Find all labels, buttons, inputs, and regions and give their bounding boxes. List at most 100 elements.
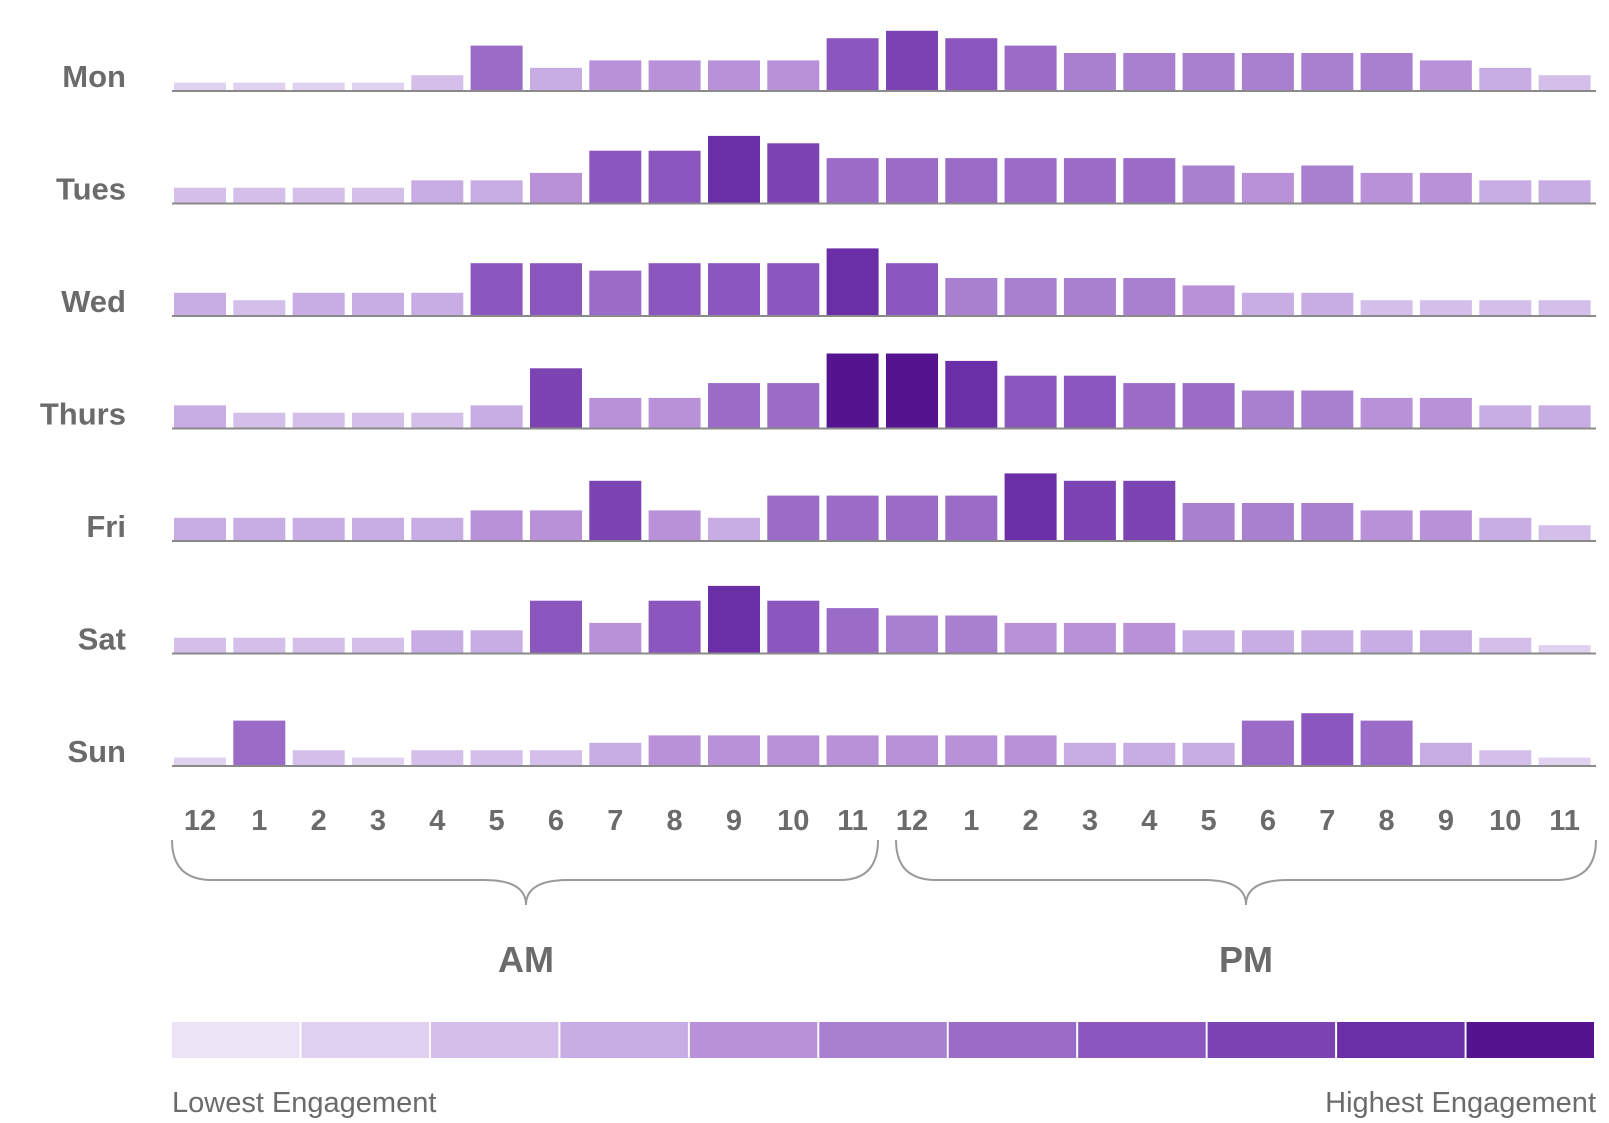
bar-wed-2 (292, 292, 345, 315)
bar-wed-16 (1123, 278, 1176, 315)
bar-wed-23 (1538, 300, 1591, 315)
bar-mon-8 (648, 60, 701, 90)
bar-fri-5 (470, 510, 523, 540)
bar-fri-6 (530, 510, 582, 540)
bar-sat-12 (886, 615, 938, 653)
hour-label-20: 8 (1379, 805, 1395, 837)
hour-label-16: 4 (1141, 805, 1157, 837)
bar-mon-3 (352, 82, 404, 90)
bar-sun-8 (648, 735, 701, 765)
bar-tues-2 (292, 187, 345, 203)
bar-mon-7 (589, 60, 642, 90)
bar-mon-12 (886, 30, 938, 90)
legend-swatch-9 (1337, 1022, 1465, 1058)
bar-sun-4 (411, 750, 464, 765)
bar-sun-5 (470, 750, 523, 765)
bar-tues-18 (1241, 172, 1294, 203)
bar-thurs-19 (1301, 390, 1354, 428)
legend-low-label: Lowest Engagement (172, 1087, 436, 1119)
bar-mon-1 (233, 82, 286, 90)
bar-sun-23 (1538, 757, 1591, 765)
bar-sat-6 (530, 600, 582, 653)
hour-label-23: 11 (1549, 805, 1580, 837)
bar-mon-14 (1004, 45, 1057, 90)
bar-wed-19 (1301, 292, 1354, 315)
bar-sat-0 (174, 637, 226, 653)
hour-axis: 12 1 2 3 4 5 6 7 8 9 10 11 12 1 2 3 4 5 6 7 8 9 10 11 (184, 805, 1580, 837)
bar-sat-13 (945, 615, 998, 653)
bar-sat-8 (648, 600, 701, 653)
bar-thurs-3 (352, 412, 404, 428)
bar-sat-22 (1479, 637, 1532, 653)
bar-tues-7 (589, 150, 642, 203)
bar-wed-18 (1241, 292, 1294, 315)
bar-fri-15 (1063, 480, 1116, 540)
bar-fri-0 (174, 517, 226, 540)
bar-fri-17 (1182, 503, 1235, 540)
bar-thurs-7 (589, 397, 642, 428)
bar-thurs-11 (826, 353, 879, 428)
bar-thurs-0 (174, 405, 226, 428)
bar-thurs-15 (1063, 375, 1116, 428)
bar-tues-3 (352, 187, 404, 203)
hour-label-22: 10 (1489, 805, 1521, 837)
bar-sun-7 (589, 742, 642, 765)
bar-sat-15 (1063, 622, 1116, 653)
hour-label-5: 5 (489, 805, 505, 837)
bar-thurs-18 (1241, 390, 1294, 428)
hour-label-7: 7 (607, 805, 623, 837)
hour-label-15: 3 (1082, 805, 1098, 837)
bar-mon-15 (1063, 53, 1116, 90)
row-thurs: Thurs (40, 353, 1596, 432)
bar-sun-21 (1419, 742, 1472, 765)
bar-sat-17 (1182, 630, 1235, 653)
am-brace-path (171, 839, 879, 906)
bar-thurs-23 (1538, 405, 1591, 428)
row-mon: Mon (62, 30, 1596, 94)
bar-sun-10 (767, 735, 820, 765)
day-label-thurs: Thurs (40, 397, 126, 432)
bar-wed-5 (470, 263, 523, 315)
bar-wed-0 (174, 292, 226, 315)
bar-sun-13 (945, 735, 998, 765)
bar-sun-16 (1123, 742, 1176, 765)
bar-thurs-4 (411, 412, 464, 428)
bar-sun-14 (1004, 735, 1057, 765)
bar-fri-22 (1479, 517, 1532, 540)
legend-swatch-3 (560, 1022, 688, 1058)
bar-wed-20 (1360, 300, 1413, 315)
bar-tues-5 (470, 180, 523, 203)
bar-tues-13 (945, 158, 998, 203)
bar-sun-11 (826, 735, 879, 765)
bar-sun-15 (1063, 742, 1116, 765)
bar-thurs-22 (1479, 405, 1532, 428)
bar-thurs-5 (470, 405, 523, 428)
legend-swatch-0 (172, 1022, 300, 1058)
bar-mon-16 (1123, 53, 1176, 90)
bar-mon-6 (530, 67, 582, 90)
bar-fri-18 (1241, 503, 1294, 540)
bar-sat-18 (1241, 630, 1294, 653)
bar-tues-16 (1123, 158, 1176, 203)
bar-wed-9 (708, 263, 760, 315)
hour-label-0: 12 (184, 805, 216, 837)
bar-tues-12 (886, 158, 938, 203)
bar-tues-6 (530, 172, 582, 203)
bar-wed-13 (945, 278, 998, 315)
bar-thurs-12 (886, 353, 938, 428)
bar-mon-17 (1182, 53, 1235, 90)
bar-sat-3 (352, 637, 404, 653)
bar-sat-20 (1360, 630, 1413, 653)
bar-fri-13 (945, 495, 998, 540)
bar-wed-3 (352, 292, 404, 315)
bar-sat-1 (233, 637, 286, 653)
bar-tues-4 (411, 180, 464, 203)
day-label-sun: Sun (67, 734, 126, 769)
bar-sat-23 (1538, 645, 1591, 653)
am-label: AM (498, 939, 554, 980)
day-label-mon: Mon (62, 59, 126, 94)
legend-swatch-5 (819, 1022, 947, 1058)
hour-label-10: 10 (777, 805, 809, 837)
hour-label-13: 1 (963, 805, 979, 837)
bar-mon-23 (1538, 75, 1591, 90)
